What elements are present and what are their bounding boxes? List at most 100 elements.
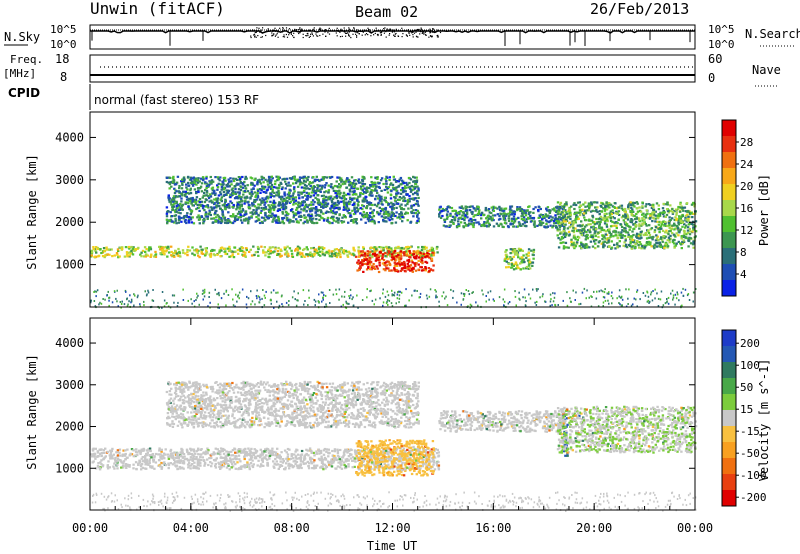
colorbar-swatch — [722, 330, 736, 347]
colorbar-tick-label: 12 — [740, 224, 753, 237]
time-axis: 00:00 04:00 08:00 12:00 16:00 20:00 00:00 — [72, 318, 713, 535]
nsky-tick-top: 10^5 — [50, 23, 77, 36]
colorbar-tick-label: 50 — [740, 381, 753, 394]
colorbar-swatch — [722, 152, 736, 169]
echo-low-range-band — [90, 245, 439, 259]
colorbar-tick-label: 20 — [740, 180, 753, 193]
freq-panel: Freq. [MHz] 18 8 60 0 Nave — [3, 52, 781, 87]
near-range-scatter — [90, 287, 697, 309]
nsky-tick-bottom: 10^0 — [50, 38, 77, 51]
x-tick-label: 08:00 — [274, 521, 310, 535]
colorbar-swatch — [722, 394, 736, 411]
echo-main-echo-strip — [355, 439, 435, 477]
y-tick-label: 4000 — [55, 130, 84, 144]
date-label: 26/Feb/2013 — [590, 0, 689, 18]
colorbar-swatch — [722, 216, 736, 233]
colorbar-swatch — [722, 490, 736, 507]
time-axis-label: Time UT — [367, 539, 418, 553]
colorbar-swatch — [722, 346, 736, 363]
colorbar-swatch — [722, 458, 736, 475]
colorbar-swatch — [722, 442, 736, 459]
y-tick-label: 4000 — [55, 336, 84, 350]
colorbar-swatch — [722, 280, 736, 297]
nsearch-tick-bottom: 10^0 — [708, 38, 735, 51]
power-y-axis: 1000 2000 3000 4000 — [55, 130, 695, 272]
y-tick-label: 1000 — [55, 258, 84, 272]
echo-late-arc — [556, 405, 698, 454]
nave-tick-bottom: 0 — [708, 71, 715, 85]
x-tick-label: 12:00 — [374, 521, 410, 535]
velocity-ylabel: Slant Range [km] — [25, 354, 39, 470]
echo-main-echo-strip — [354, 249, 435, 274]
echo-upper-echo-band — [165, 175, 421, 225]
freq-tick-bottom: 8 — [60, 70, 67, 84]
power-heatmap — [90, 175, 698, 309]
nsky-label: N.Sky — [4, 30, 40, 44]
cpid-label: CPID — [8, 86, 40, 100]
power-colorbar: 4 8 12 16 20 24 28 — [721, 119, 754, 297]
nsearch-label: N.Search — [745, 27, 800, 41]
colorbar-swatch — [722, 378, 736, 395]
colorbar-swatch — [722, 184, 736, 201]
velocity-colorbar-label: Velocity [m s^-1] — [757, 359, 771, 482]
colorbar-swatch — [722, 168, 736, 185]
beam-label: Beam 02 — [355, 3, 418, 21]
colorbar-tick-label: 28 — [740, 136, 753, 149]
colorbar-swatch — [722, 248, 736, 265]
colorbar-swatch — [722, 362, 736, 379]
velocity-y-axis: 1000 2000 3000 4000 — [55, 336, 695, 475]
colorbar-swatch — [722, 200, 736, 217]
colorbar-tick-label: -15 — [740, 425, 760, 438]
colorbar-tick-label: 24 — [740, 158, 754, 171]
nsky-panel: N.Sky 10^5 10^0 10^5 10^0 N.Search — [4, 23, 800, 51]
power-panel: 1000 2000 3000 4000 Slant Range [km] — [25, 111, 698, 309]
y-tick-label: 3000 — [55, 173, 84, 187]
colorbar-tick-label: -100 — [740, 469, 767, 482]
power-ylabel: Slant Range [km] — [25, 154, 39, 270]
y-tick-label: 3000 — [55, 378, 84, 392]
echo-evening-patch — [503, 247, 536, 271]
echo-mid-arc — [438, 410, 567, 433]
freq-unit: [MHz] — [3, 67, 36, 80]
colorbar-tick-label: 16 — [740, 202, 753, 215]
colorbar-tick-label: -200 — [740, 491, 767, 504]
x-tick-label: 20:00 — [576, 521, 612, 535]
colorbar-tick-label: -50 — [740, 447, 760, 460]
x-tick-label: 00:00 — [677, 521, 713, 535]
nsearch-tick-top: 10^5 — [708, 23, 735, 36]
colorbar-swatch — [722, 410, 736, 427]
colorbar-tick-label: 8 — [740, 246, 747, 259]
colorbar-tick-label: 15 — [740, 403, 753, 416]
colorbar-swatch — [722, 136, 736, 153]
nave-label: Nave — [752, 63, 781, 77]
freq-label: Freq. — [10, 53, 43, 66]
cpid-text: normal (fast stereo) 153 RF — [94, 93, 259, 107]
colorbar-tick-label: 4 — [740, 268, 747, 281]
near-range-scatter — [91, 491, 697, 512]
x-tick-label: 04:00 — [173, 521, 209, 535]
x-tick-label: 16:00 — [475, 521, 511, 535]
colorbar-swatch — [722, 120, 736, 137]
echo-late-arc — [556, 201, 698, 250]
y-tick-label: 2000 — [55, 215, 84, 229]
colorbar-swatch — [722, 426, 736, 443]
velocity-heatmap — [90, 380, 698, 512]
y-tick-label: 1000 — [55, 461, 84, 475]
x-tick-label: 00:00 — [72, 521, 108, 535]
colorbar-swatch — [722, 474, 736, 491]
freq-tick-top: 18 — [55, 52, 69, 66]
velocity-colorbar: 200 100 50 15 -15 -50 -100 -200 — [721, 329, 767, 507]
y-tick-label: 2000 — [55, 420, 84, 434]
figure-title: Unwin (fitACF) — [90, 0, 225, 18]
power-colorbar-label: Power [dB] — [757, 174, 771, 246]
colorbar-swatch — [722, 264, 736, 281]
colorbar-tick-label: 100 — [740, 359, 760, 372]
colorbar-swatch — [722, 232, 736, 249]
nave-tick-top: 60 — [708, 52, 722, 66]
colorbar-tick-label: 200 — [740, 337, 760, 350]
echo-mid-arc — [438, 205, 567, 229]
nsky-trace — [90, 27, 695, 47]
echo-upper-echo-band — [165, 380, 420, 429]
